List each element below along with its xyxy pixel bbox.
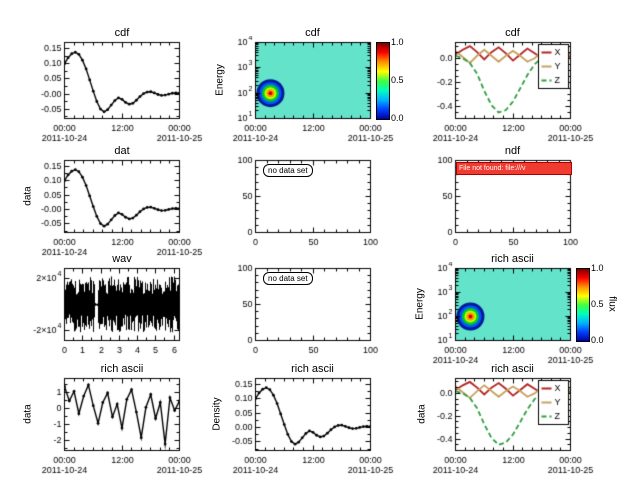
plot-canvas-empty-2[interactable] <box>209 262 421 370</box>
colorbar-tick-max: 1.0 <box>391 37 404 47</box>
no-data-message: no data set <box>263 272 313 285</box>
plot-canvas-richascii-vector[interactable] <box>409 372 621 480</box>
plot-canvas-cdf-vector[interactable] <box>409 36 621 148</box>
plot-canvas-richascii-density[interactable] <box>209 372 421 480</box>
colorbar-axis-label-flux: flux <box>606 296 618 312</box>
plot-canvas-cdf-line[interactable] <box>18 36 230 148</box>
colorbar[interactable] <box>576 268 590 342</box>
colorbar-tick-mid: 0.5 <box>591 299 604 309</box>
colorbar-tick-min: 0.0 <box>591 335 604 345</box>
colorbar-tick-max: 1.0 <box>591 263 604 273</box>
colorbar[interactable] <box>376 42 390 120</box>
plot-canvas-empty-1[interactable] <box>209 154 421 262</box>
plot-canvas-richascii-data[interactable] <box>18 372 230 480</box>
file-not-found-message: File not found: file:///v <box>456 162 572 175</box>
plot-canvas-dat[interactable] <box>18 154 230 262</box>
plot-canvas-wav[interactable] <box>18 262 230 370</box>
colorbar-tick-min: 0.0 <box>391 113 404 123</box>
colorbar-tick-mid: 0.5 <box>391 75 404 85</box>
no-data-message: no data set <box>263 164 313 177</box>
